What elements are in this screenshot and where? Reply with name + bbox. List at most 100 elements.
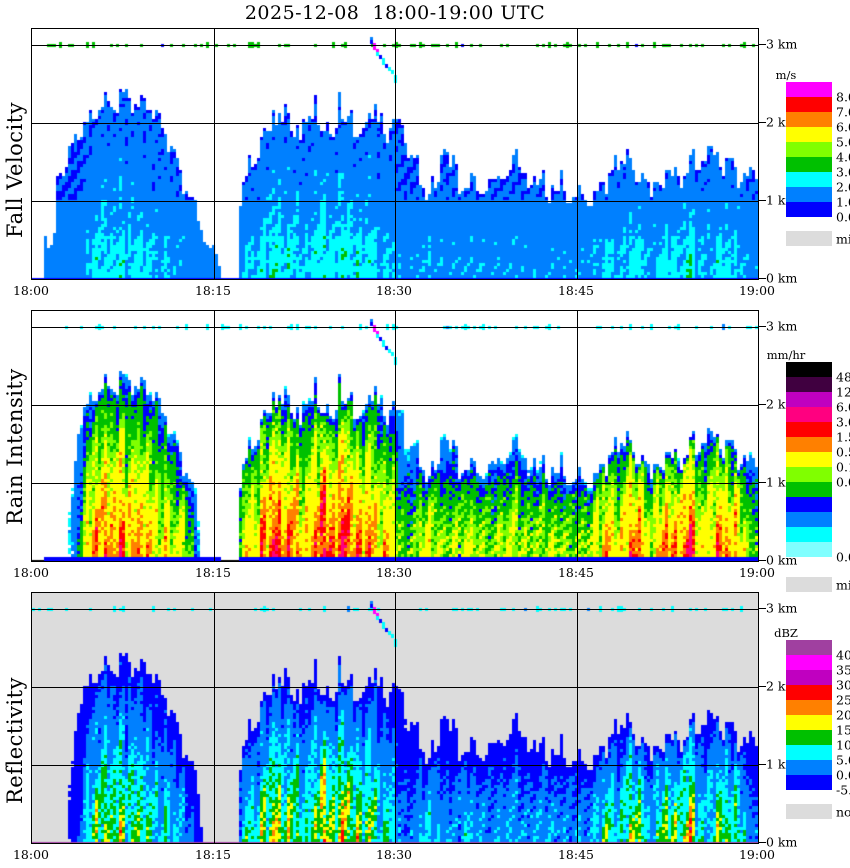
colorbar-cell [786,172,832,187]
gridline-vertical [395,29,396,279]
colorbar-cell [786,407,832,422]
y-axis-tick-mark [759,608,766,609]
colorbar-cell [786,452,832,467]
colorbar-tick-label: 5.0 [836,752,850,768]
y-axis-tick-label: 0 km [766,834,798,850]
colorbar-units-label: m/s [775,68,797,82]
panel-label-rain-intensity: Rain Intensity [3,368,27,525]
x-axis-tick-label: 19:00 [738,847,776,862]
plot-area-fall-velocity[interactable] [31,28,759,280]
colorbar-tick-label: 2.0 [836,179,850,195]
panel-label-reflectivity: Reflectivity [3,677,27,804]
colorbar-tick-label: 0.1 [836,459,850,475]
x-axis-tick-label: 19:00 [738,565,776,580]
colorbar-cell [786,127,832,142]
colorbar-tick-label: 48.0 [836,369,850,385]
y-axis-tick-label: 3 km [766,36,798,52]
colorbar-cell [786,730,832,745]
colorbar-cell [786,392,832,407]
colorbar-strip [786,82,832,217]
x-axis-tick-label: 18:15 [194,847,232,862]
colorbar-missing-swatch [786,577,832,592]
colorbar-cell [786,775,832,790]
colorbar-cell [786,187,832,202]
x-axis-tick-label: 18:00 [12,283,50,298]
colorbar-cell [786,715,832,730]
y-axis-tick-mark [759,764,766,765]
x-axis-tick-label: 18:30 [375,565,413,580]
gridline-vertical [214,593,215,843]
colorbar-tick-label: 40.0 [836,647,850,663]
colorbar-cell [786,512,832,527]
colorbar-cell [786,157,832,172]
gridline-vertical [395,593,396,843]
colorbar-units-label: mm/hr [766,348,806,362]
colorbar-strip [786,362,832,557]
colorbar-missing-label: miss [836,231,850,247]
colorbar-cell [786,377,832,392]
colorbar-strip [786,640,832,790]
colorbar-cell [786,437,832,452]
colorbar-tick-label: 35.0 [836,662,850,678]
y-axis-tick-mark [759,482,766,483]
colorbar-cell [786,467,832,482]
colorbar-tick-label: 12.0 [836,384,850,400]
colorbar-tick-label: -5.0 [836,782,850,798]
y-axis-tick-mark [759,200,766,201]
plot-area-rain-intensity[interactable] [31,310,759,562]
colorbar-tick-label: 15.0 [836,722,850,738]
plot-area-reflectivity[interactable] [31,592,759,844]
colorbar-cell [786,202,832,217]
gridline-vertical [214,29,215,279]
colorbar-cell [786,542,832,557]
colorbar-tick-label: 7.0 [836,104,850,120]
gridline-vertical [577,29,578,279]
colorbar-units-label: dBZ [774,626,798,640]
colorbar-cell [786,745,832,760]
colorbar-cell [786,640,832,655]
x-axis-tick-label: 18:00 [12,565,50,580]
panel-fall-velocity: Fall Velocity 3 km 2 km 1 km 0 km 18:00 18:15… [3,28,797,298]
gridline-vertical [577,593,578,843]
colorbar-cell [786,142,832,157]
x-axis-tick-label: 18:45 [557,847,595,862]
y-axis-tick-mark [759,278,766,279]
colorbar-cell [786,655,832,670]
colorbar-missing-swatch [786,804,832,819]
colorbar-missing-label: none [836,804,850,820]
colorbar-tick-label: 6.0 [836,399,850,415]
page-title: 2025-12-08 18:00-19:00 UTC [244,2,546,24]
colorbar-cell [786,112,832,127]
gridline-vertical [395,311,396,561]
colorbar-tick-label: 0.0 [836,474,850,490]
colorbar-tick-label: 6.0 [836,119,850,135]
colorbar-cell [786,527,832,542]
colorbar-tick-label: 0.0 [836,209,850,225]
y-axis-tick-mark [759,842,766,843]
colorbar-tick-label: 8.0 [836,89,850,105]
colorbar-tick-label: 0.0 [836,549,850,565]
colorbar-tick-label: 20.0 [836,707,850,723]
x-axis-tick-label: 18:15 [194,565,232,580]
y-axis-tick-mark [759,44,766,45]
colorbar-tick-label: 25.0 [836,692,850,708]
gridline-vertical [577,311,578,561]
x-axis-tick-label: 18:15 [194,283,232,298]
x-axis-tick-label: 18:00 [12,847,50,862]
colorbar-tick-label: 5.0 [836,134,850,150]
y-axis-tick-mark [759,326,766,327]
panel-reflectivity: Reflectivity 3 km 2 km 1 km 0 km 18:00 18:15 1… [3,592,797,862]
panel-label-fall-velocity: Fall Velocity [3,101,27,238]
colorbar-cell [786,685,832,700]
colorbar-cell [786,82,832,97]
colorbar-tick-label: 1.5 [836,429,850,445]
colorbar-tick-label: 3.0 [836,164,850,180]
y-axis-tick-mark [759,122,766,123]
colorbar-cell [786,700,832,715]
colorbar-tick-label: 0.5 [836,444,850,460]
colorbar-missing-label: miss [836,577,850,593]
colorbar-tick-label: 10.0 [836,737,850,753]
x-axis-tick-label: 19:00 [738,283,776,298]
x-axis-tick-label: 18:30 [375,283,413,298]
colorbar-cell [786,482,832,497]
